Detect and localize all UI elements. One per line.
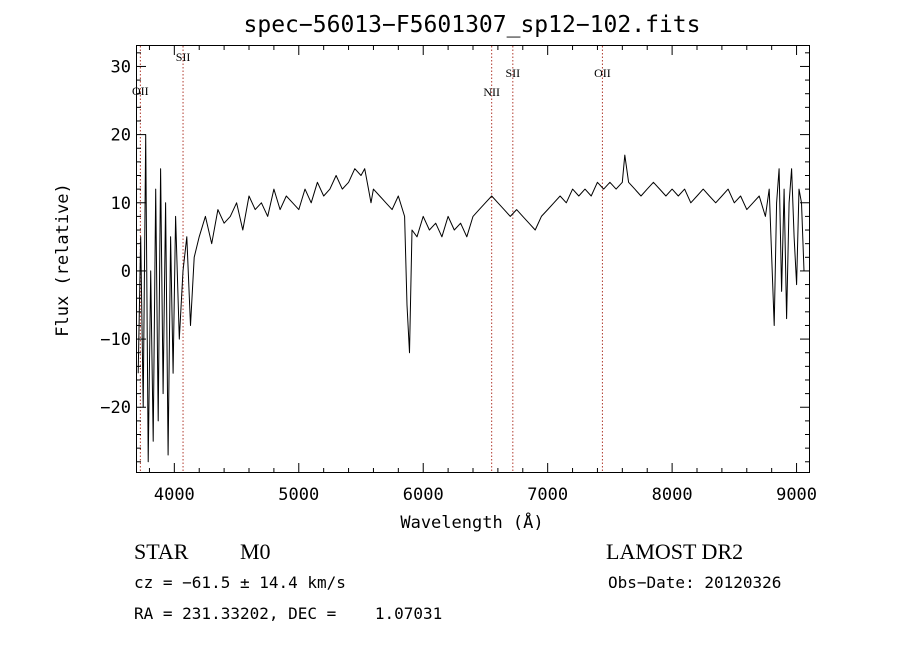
x-tick-label: 5000 <box>278 485 319 505</box>
y-tick-label: −20 <box>100 398 131 418</box>
y-tick-label: 10 <box>111 194 131 214</box>
emission-line-label: SII <box>176 50 191 64</box>
plot-frame <box>136 45 810 473</box>
x-tick-label: 7000 <box>527 485 568 505</box>
x-tick-label: 8000 <box>652 485 693 505</box>
y-tick-label: 20 <box>111 126 131 146</box>
y-tick-label: 0 <box>121 262 131 282</box>
spectrum-chart: spec−56013−F5601307_sp12−102.fits OII SII… <box>53 12 817 533</box>
emission-line-label: OII <box>132 84 149 98</box>
coordinates: RA = 231.33202, DEC = 1.07031 <box>134 604 443 623</box>
redshift-velocity: cz = −61.5 ± 14.4 km/s <box>134 573 346 592</box>
x-axis-label: Wavelength (Å) <box>400 511 543 533</box>
observation-date: Obs−Date: 20120326 <box>608 573 782 592</box>
y-axis-ticks: −20 −10 0 10 20 30 <box>100 52 809 463</box>
emission-line-label: OII <box>594 66 611 80</box>
spectrum-series-line <box>137 134 805 463</box>
x-tick-label: 6000 <box>403 485 444 505</box>
y-tick-label: 30 <box>111 57 131 77</box>
object-subclass: M0 <box>240 539 271 564</box>
chart-title: spec−56013−F5601307_sp12−102.fits <box>244 12 701 38</box>
emission-line-label: SII <box>505 66 520 80</box>
x-axis-ticks: 4000 5000 6000 7000 8000 9000 <box>148 46 817 505</box>
survey-name: LAMOST DR2 <box>606 539 744 564</box>
x-tick-label: 9000 <box>776 485 817 505</box>
emission-line-label: NII <box>483 85 500 99</box>
object-class: STAR <box>134 539 189 564</box>
emission-lines: OII SII NII SII OII <box>132 46 611 472</box>
y-tick-label: −10 <box>100 330 131 350</box>
y-axis-label: Flux (relative) <box>53 183 73 337</box>
x-tick-label: 4000 <box>154 485 195 505</box>
